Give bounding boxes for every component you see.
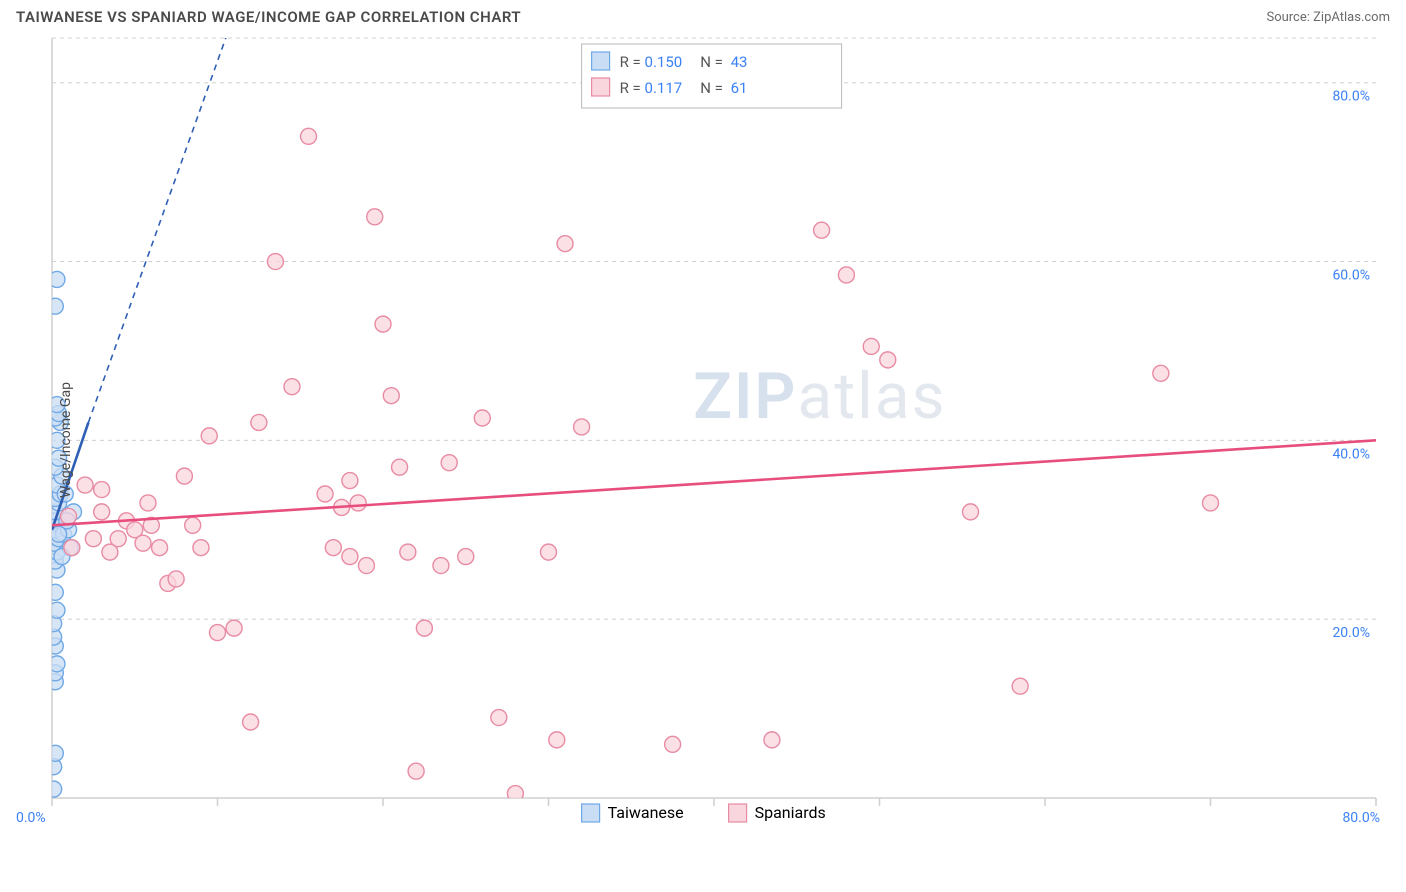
data-point	[284, 379, 300, 395]
y-tick-label: 40.0%	[1332, 446, 1370, 462]
data-point	[1012, 678, 1028, 694]
chart-title: TAIWANESE VS SPANIARD WAGE/INCOME GAP CO…	[16, 8, 521, 26]
data-point	[441, 455, 457, 471]
data-point	[400, 544, 416, 560]
x-tick-label: 0.0%	[16, 810, 46, 826]
y-axis-label: Wage/Income Gap	[58, 382, 74, 498]
data-point	[814, 222, 830, 238]
data-point	[135, 535, 151, 551]
data-point	[47, 584, 63, 600]
series-spaniards	[52, 128, 1376, 801]
data-point	[210, 625, 226, 641]
data-point	[168, 571, 184, 587]
data-point	[226, 620, 242, 636]
data-point	[61, 508, 77, 524]
data-point	[77, 477, 93, 493]
legend-series-label: Taiwanese	[608, 803, 684, 822]
legend-series-label: Spaniards	[755, 803, 826, 822]
trend-line	[52, 440, 1376, 525]
data-point	[392, 459, 408, 475]
data-point	[1203, 495, 1219, 511]
data-point	[367, 209, 383, 225]
data-point	[185, 517, 201, 533]
data-point	[383, 388, 399, 404]
data-point	[64, 540, 80, 556]
data-point	[549, 732, 565, 748]
data-point	[110, 531, 126, 547]
legend-swatch	[592, 78, 610, 96]
data-point	[863, 338, 879, 354]
data-point	[458, 549, 474, 565]
data-point	[325, 540, 341, 556]
data-point	[94, 482, 110, 498]
data-point	[1153, 365, 1169, 381]
data-point	[507, 786, 523, 802]
data-point	[301, 128, 317, 144]
data-point	[541, 544, 557, 560]
data-point	[350, 495, 366, 511]
trend-line-dashed	[88, 38, 225, 422]
data-point	[408, 763, 424, 779]
data-point	[474, 410, 490, 426]
data-point	[152, 540, 168, 556]
legend-swatch	[729, 804, 747, 822]
data-point	[140, 495, 156, 511]
data-point	[47, 745, 63, 761]
data-point	[416, 620, 432, 636]
data-point	[764, 732, 780, 748]
legend-swatch	[582, 804, 600, 822]
data-point	[963, 504, 979, 520]
data-point	[176, 468, 192, 484]
source-label: Source: ZipAtlas.com	[1266, 10, 1390, 25]
data-point	[94, 504, 110, 520]
data-point	[317, 486, 333, 502]
x-tick-label: 80.0%	[1342, 810, 1380, 826]
y-tick-label: 60.0%	[1332, 268, 1370, 284]
data-point	[342, 549, 358, 565]
scatter-chart: 20.0%40.0%60.0%80.0%0.0%80.0%ZIPatlasR =…	[0, 30, 1406, 850]
data-point	[251, 414, 267, 430]
data-point	[193, 540, 209, 556]
data-point	[838, 267, 854, 283]
data-point	[557, 236, 573, 252]
data-point	[267, 254, 283, 270]
y-tick-label: 20.0%	[1332, 625, 1370, 641]
data-point	[358, 558, 374, 574]
data-point	[85, 531, 101, 547]
data-point	[574, 419, 590, 435]
data-point	[880, 352, 896, 368]
data-point	[201, 428, 217, 444]
data-point	[665, 736, 681, 752]
data-point	[47, 298, 63, 314]
data-point	[243, 714, 259, 730]
data-point	[342, 473, 358, 489]
data-point	[46, 781, 62, 797]
data-point	[433, 558, 449, 574]
y-tick-label: 80.0%	[1332, 89, 1370, 105]
data-point	[491, 710, 507, 726]
legend-swatch	[592, 52, 610, 70]
watermark: ZIPatlas	[693, 359, 946, 434]
data-point	[375, 316, 391, 332]
